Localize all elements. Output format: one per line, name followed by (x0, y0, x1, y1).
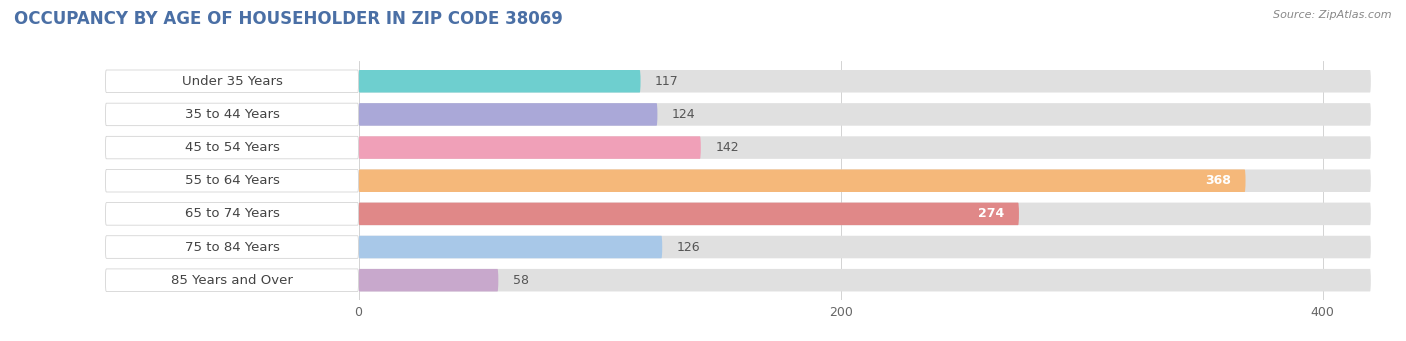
Text: 35 to 44 Years: 35 to 44 Years (184, 108, 280, 121)
Text: 75 to 84 Years: 75 to 84 Years (184, 240, 280, 254)
FancyBboxPatch shape (359, 103, 1371, 126)
Text: OCCUPANCY BY AGE OF HOUSEHOLDER IN ZIP CODE 38069: OCCUPANCY BY AGE OF HOUSEHOLDER IN ZIP C… (14, 10, 562, 28)
Text: 142: 142 (716, 141, 740, 154)
FancyBboxPatch shape (105, 236, 359, 258)
Text: 55 to 64 Years: 55 to 64 Years (184, 174, 280, 187)
FancyBboxPatch shape (359, 169, 1371, 192)
Text: 368: 368 (1205, 174, 1232, 187)
Text: 58: 58 (513, 274, 529, 287)
FancyBboxPatch shape (359, 236, 662, 258)
FancyBboxPatch shape (359, 70, 1371, 92)
Text: Under 35 Years: Under 35 Years (181, 75, 283, 88)
FancyBboxPatch shape (359, 103, 658, 126)
FancyBboxPatch shape (105, 269, 359, 292)
Text: 126: 126 (676, 240, 700, 254)
FancyBboxPatch shape (359, 269, 1371, 292)
FancyBboxPatch shape (359, 269, 498, 292)
FancyBboxPatch shape (359, 236, 1371, 258)
FancyBboxPatch shape (359, 70, 641, 92)
Text: 85 Years and Over: 85 Years and Over (172, 274, 292, 287)
Text: 124: 124 (672, 108, 696, 121)
FancyBboxPatch shape (359, 169, 1246, 192)
FancyBboxPatch shape (359, 136, 700, 159)
FancyBboxPatch shape (105, 169, 359, 192)
FancyBboxPatch shape (359, 203, 1371, 225)
FancyBboxPatch shape (359, 136, 1371, 159)
Text: 65 to 74 Years: 65 to 74 Years (184, 207, 280, 220)
Text: Source: ZipAtlas.com: Source: ZipAtlas.com (1274, 10, 1392, 20)
FancyBboxPatch shape (105, 136, 359, 159)
FancyBboxPatch shape (359, 203, 1019, 225)
Text: 117: 117 (655, 75, 679, 88)
FancyBboxPatch shape (105, 103, 359, 126)
FancyBboxPatch shape (105, 70, 359, 92)
FancyBboxPatch shape (105, 203, 359, 225)
Text: 45 to 54 Years: 45 to 54 Years (184, 141, 280, 154)
Text: 274: 274 (979, 207, 1004, 220)
